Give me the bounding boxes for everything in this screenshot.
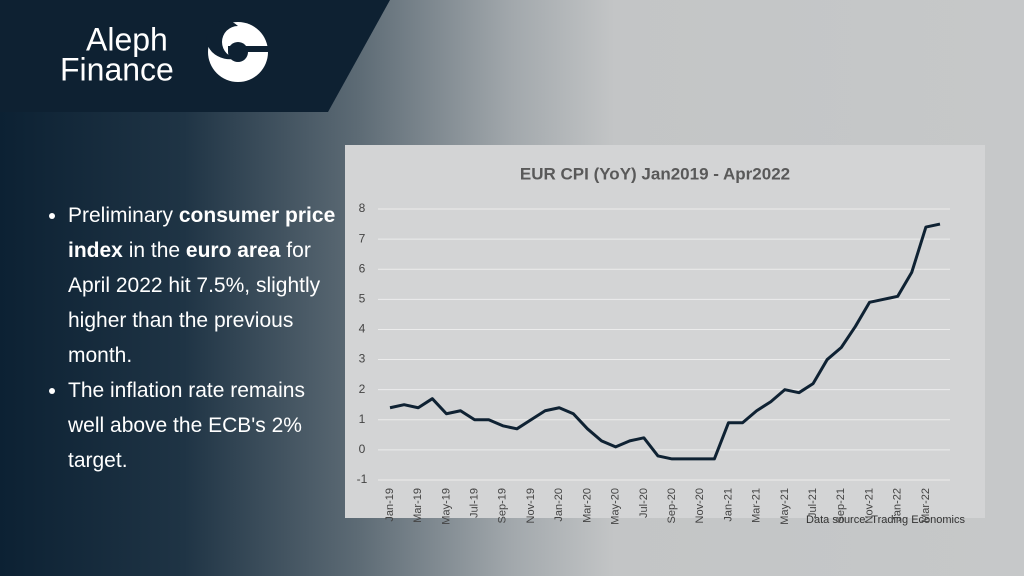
x-tick-label: Jan-22 xyxy=(892,488,904,522)
chart-title: EUR CPI (YoY) Jan2019 - Apr2022 xyxy=(520,164,790,183)
bullet-text: for April 2022 hit 7.5%, slightly higher… xyxy=(68,239,321,367)
x-tick-label: Mar-22 xyxy=(920,488,932,523)
x-tick-label: Sep-20 xyxy=(666,488,678,523)
x-tick-label: Mar-20 xyxy=(581,488,593,523)
x-tick-label: May-19 xyxy=(440,488,452,525)
x-tick-label: Mar-19 xyxy=(412,488,424,523)
y-tick-label: 8 xyxy=(359,201,366,215)
brand-line1: Aleph xyxy=(86,21,168,57)
y-tick-label: 3 xyxy=(359,352,366,366)
x-tick-label: Sep-19 xyxy=(497,488,509,523)
brand-line2: Finance xyxy=(60,51,174,87)
brand-icon xyxy=(206,20,268,82)
y-tick-label: 7 xyxy=(359,231,366,245)
bullet-text: euro area xyxy=(185,239,281,262)
x-tick-label: Jul-19 xyxy=(469,488,481,518)
x-tick-label: Jan-19 xyxy=(384,488,396,522)
bullet: The inflation rate remains well above th… xyxy=(68,373,346,478)
y-tick-label: 0 xyxy=(359,442,366,456)
bullet-text: consumer price index xyxy=(68,204,336,262)
bullet: Preliminary consumer price index in the … xyxy=(68,198,346,373)
x-tick-label: May-20 xyxy=(610,488,622,525)
bullet-list: Preliminary consumer price index in the … xyxy=(46,198,346,478)
bullet-text: in the xyxy=(122,239,186,262)
x-tick-label: Jan-20 xyxy=(553,488,565,522)
y-tick-label: 2 xyxy=(359,382,366,396)
x-tick-label: Jul-20 xyxy=(638,488,650,518)
data-source: Data source: Trading Economics xyxy=(806,514,965,526)
x-tick-label: Nov-21 xyxy=(863,488,875,523)
x-tick-label: May-21 xyxy=(779,488,791,525)
x-tick-label: Sep-21 xyxy=(835,488,847,523)
x-tick-label: Jul-21 xyxy=(807,488,819,518)
y-tick-label: 5 xyxy=(359,292,366,306)
brand-banner xyxy=(0,0,390,112)
x-tick-label: Mar-21 xyxy=(751,488,763,523)
y-tick-label: 1 xyxy=(359,412,366,426)
bullet-text: The inflation rate remains well above th… xyxy=(68,379,305,472)
y-tick-label: 4 xyxy=(359,322,366,336)
x-tick-label: Nov-20 xyxy=(694,488,706,523)
chart-panel xyxy=(345,145,985,518)
y-tick-label: 6 xyxy=(359,261,366,275)
y-tick-label: -1 xyxy=(357,472,368,486)
bullet-text: Preliminary xyxy=(68,204,179,227)
x-tick-label: Nov-19 xyxy=(525,488,537,523)
x-tick-label: Jan-21 xyxy=(722,488,734,522)
data-line xyxy=(389,222,941,461)
